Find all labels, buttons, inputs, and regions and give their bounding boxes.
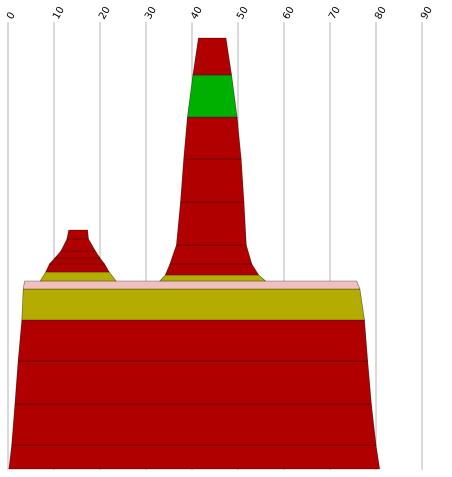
- x-tick-label-50: 50: [235, 5, 251, 22]
- x-tick-label-80: 80: [373, 5, 389, 22]
- x-tick-label-70: 70: [327, 5, 343, 22]
- main-block-band-6: [22, 280, 361, 290]
- band-areas: [8, 37, 381, 470]
- main-block-band-4: [17, 319, 369, 362]
- main-block-band-3: [14, 360, 372, 405]
- central-peak-band-6: [183, 116, 242, 160]
- main-block-band-5: [21, 288, 365, 321]
- left-peak-band-4: [54, 250, 101, 259]
- x-tick-label-40: 40: [189, 5, 205, 22]
- x-tick-label-10: 10: [51, 5, 67, 22]
- left-peak: [39, 229, 117, 282]
- main-block: [8, 280, 381, 470]
- central-peak-band-1: [159, 274, 267, 282]
- central-peak-band-4: [176, 201, 247, 246]
- main-block-band-1: [8, 444, 381, 470]
- x-tick-label-60: 60: [281, 5, 297, 22]
- central-peak-band-3: [169, 244, 253, 265]
- x-tick-label-0: 0: [5, 10, 18, 21]
- x-tick-labels: 0 10 20 30 40 50 60 70 80 90: [5, 5, 435, 22]
- x-tick-label-90: 90: [419, 5, 435, 22]
- x-tick-label-20: 20: [97, 5, 113, 22]
- main-block-band-2: [11, 403, 377, 446]
- left-peak-band-6: [66, 229, 89, 240]
- central-peak-band-2: [164, 263, 260, 276]
- central-peak-band-5: [180, 158, 245, 203]
- left-peak-band-5: [60, 238, 96, 252]
- left-peak-band-1: [39, 271, 117, 282]
- central-peak-band-8: [192, 37, 232, 76]
- left-peak-band-3: [48, 257, 106, 265]
- left-peak-band-2: [45, 263, 110, 273]
- central-peak: [159, 37, 267, 282]
- central-peak-band-7: [187, 74, 238, 118]
- x-tick-label-30: 30: [143, 5, 159, 22]
